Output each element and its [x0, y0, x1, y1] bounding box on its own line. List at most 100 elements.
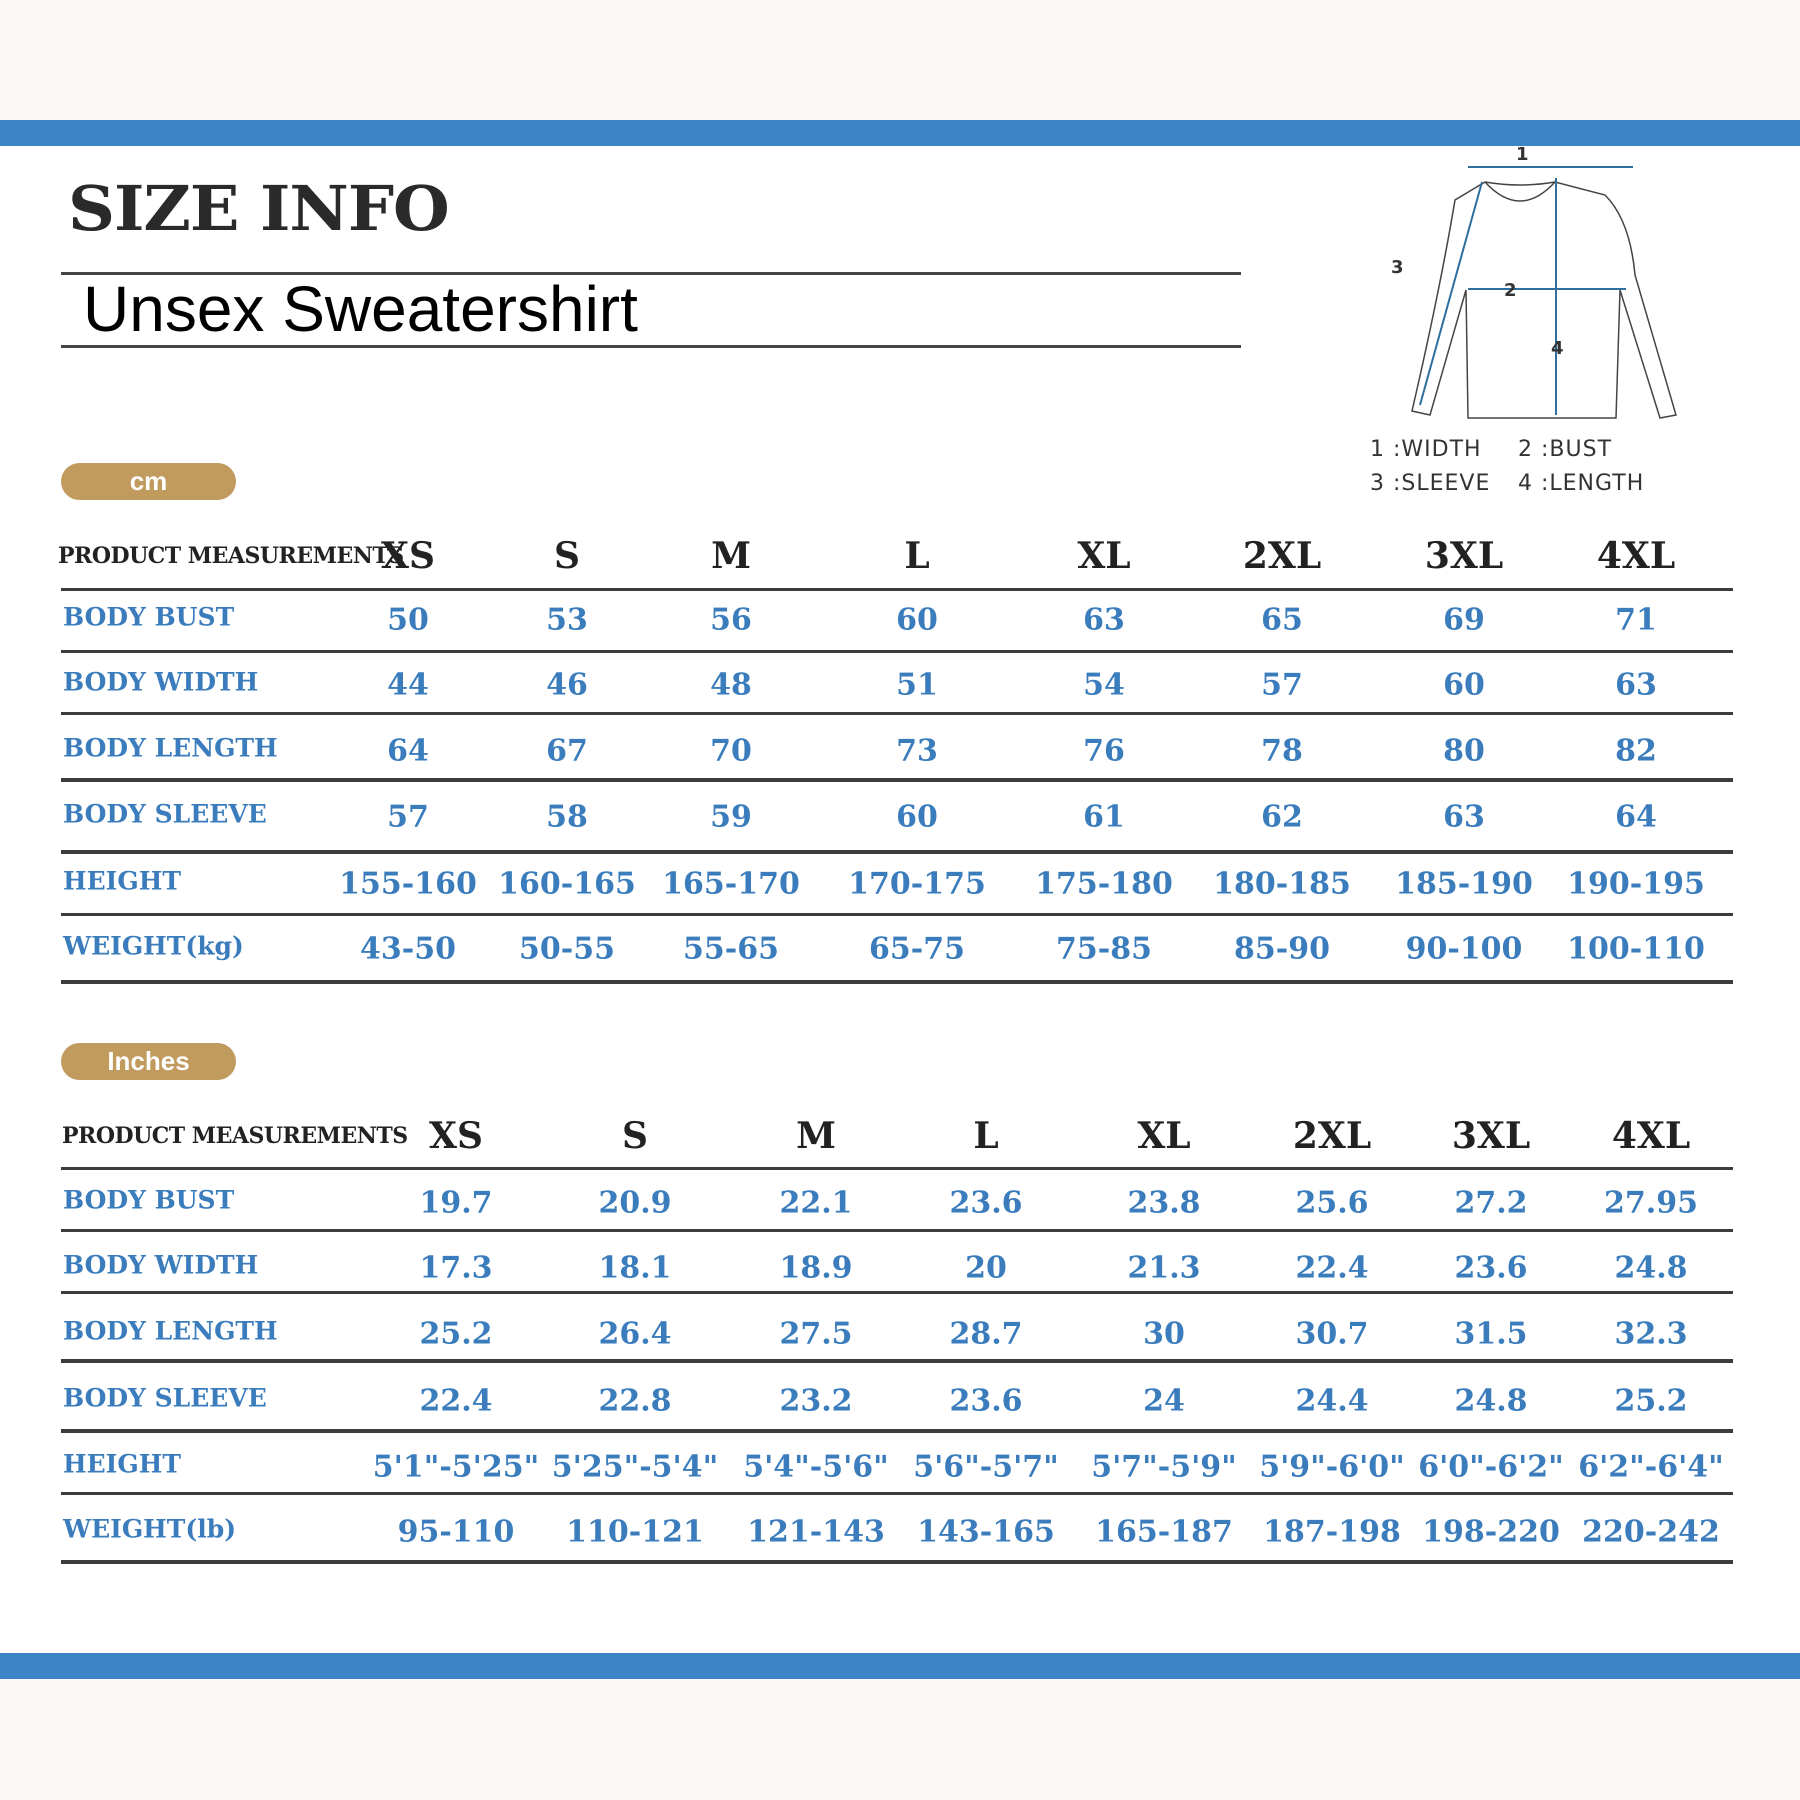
size-header-3xl: 3XL — [1424, 535, 1504, 577]
row-label: WEIGHT(lb) — [63, 1514, 237, 1544]
table-cell: 57 — [387, 799, 429, 835]
table-cell: 82 — [1615, 733, 1657, 769]
table-cell: 5'9"-6'0" — [1259, 1449, 1405, 1485]
size-header-l: L — [973, 1115, 999, 1157]
table-cell: 23.8 — [1127, 1185, 1201, 1221]
row-label: BODY BUST — [63, 1185, 235, 1215]
table-cell: 65 — [1261, 602, 1303, 638]
table-cell: 160-165 — [498, 866, 636, 902]
table-cell: 63 — [1615, 667, 1657, 703]
sweatshirt-diagram: 1 2 3 4 — [1391, 144, 1677, 419]
table-cell: 59 — [710, 799, 752, 835]
table-cell: 90-100 — [1405, 931, 1523, 967]
table-cell: 32.3 — [1614, 1316, 1688, 1352]
table-cell: 78 — [1261, 733, 1303, 769]
table-cell: 5'7"-5'9" — [1091, 1449, 1237, 1485]
size-header-2xl: 2XL — [1292, 1115, 1372, 1157]
table-cell: 165-170 — [662, 866, 800, 902]
diagram-number-1: 1 — [1516, 144, 1529, 165]
table-cell: 24.8 — [1454, 1383, 1528, 1419]
table-cell: 51 — [896, 667, 938, 703]
row-label: BODY LENGTH — [63, 1316, 278, 1346]
table-cell: 5'1"-5'25" — [372, 1449, 540, 1485]
row-divider — [61, 1291, 1733, 1294]
table-cell: 190-195 — [1567, 866, 1705, 902]
table-cell: 44 — [387, 667, 429, 703]
table-cell: 70 — [710, 733, 752, 769]
product-name: Unsex Sweatershirt — [83, 273, 638, 345]
table-cell: 22.4 — [419, 1383, 493, 1419]
title-divider-bottom — [61, 345, 1241, 348]
page-content — [0, 146, 1800, 1653]
table-cell: 60 — [1443, 667, 1485, 703]
legend-sleeve: 3 :SLEEVE — [1370, 471, 1491, 496]
table-cell: 58 — [546, 799, 588, 835]
row-label: HEIGHT — [63, 866, 181, 896]
table-cell: 62 — [1261, 799, 1303, 835]
size-header-4xl: 4XL — [1596, 535, 1676, 577]
size-header-s: S — [554, 535, 580, 577]
table-cell: 60 — [896, 602, 938, 638]
table-cell: 54 — [1083, 667, 1125, 703]
unit-badge-inches: Inches — [61, 1043, 236, 1080]
table-cell: 30.7 — [1295, 1316, 1369, 1352]
row-divider — [61, 650, 1733, 653]
row-divider — [61, 1560, 1733, 1564]
size-header-s: S — [622, 1115, 648, 1157]
size-header-l: L — [904, 535, 930, 577]
table-cell: 27.2 — [1454, 1185, 1528, 1221]
table-cell: 75-85 — [1056, 931, 1152, 967]
table-cell: 31.5 — [1454, 1316, 1528, 1352]
row-label: BODY WIDTH — [63, 1250, 259, 1280]
page-title: SIZE INFO — [68, 172, 450, 245]
row-divider — [61, 1359, 1733, 1363]
table-cell: 80 — [1443, 733, 1485, 769]
table-cell: 60 — [896, 799, 938, 835]
table-cell: 25.2 — [419, 1316, 493, 1352]
table-cell: 63 — [1443, 799, 1485, 835]
table-cell: 25.2 — [1614, 1383, 1688, 1419]
table-cell: 5'4"-5'6" — [743, 1449, 889, 1485]
table-cell: 57 — [1261, 667, 1303, 703]
row-divider — [61, 1229, 1733, 1232]
table-cell: 50-55 — [519, 931, 615, 967]
table-cell: 23.2 — [779, 1383, 853, 1419]
table-cell: 175-180 — [1035, 866, 1173, 902]
legend-length: 4 :LENGTH — [1518, 471, 1645, 496]
table-cell: 5'6"-5'7" — [913, 1449, 1059, 1485]
row-label: BODY SLEEVE — [63, 799, 267, 829]
table-cell: 28.7 — [949, 1316, 1023, 1352]
row-divider — [61, 1492, 1733, 1495]
row-divider — [61, 850, 1733, 854]
size-header-xl: XL — [1137, 1115, 1191, 1157]
table-cell: 21.3 — [1127, 1250, 1201, 1286]
table-cell: 46 — [546, 667, 588, 703]
table-cell: 198-220 — [1422, 1514, 1560, 1550]
table-cell: 43-50 — [360, 931, 456, 967]
table-cell: 143-165 — [917, 1514, 1055, 1550]
table-cell: 65-75 — [869, 931, 965, 967]
legend-width: 1 :WIDTH — [1370, 437, 1482, 462]
table-cell: 23.6 — [949, 1383, 1023, 1419]
column-header-product-measurements: PRODUCT MEASUREMENTS — [62, 1123, 408, 1149]
table-cell: 69 — [1443, 602, 1485, 638]
column-header-product-measurements: PRODUCT MEASUREMENTS — [58, 543, 404, 569]
row-label: BODY WIDTH — [63, 667, 259, 697]
table-cell: 187-198 — [1263, 1514, 1401, 1550]
table-cell: 17.3 — [419, 1250, 493, 1286]
table-cell: 22.4 — [1295, 1250, 1369, 1286]
size-header-2xl: 2XL — [1242, 535, 1322, 577]
table-cell: 24.8 — [1614, 1250, 1688, 1286]
table-cell: 20 — [965, 1250, 1007, 1286]
diagram-number-2: 2 — [1504, 280, 1517, 301]
table-cell: 53 — [546, 602, 588, 638]
diagram-number-3: 3 — [1391, 257, 1404, 278]
row-label: BODY BUST — [63, 602, 235, 632]
table-cell: 165-187 — [1095, 1514, 1233, 1550]
row-divider — [61, 778, 1733, 782]
table-cell: 5'25"-5'4" — [551, 1449, 719, 1485]
table-cell: 19.7 — [419, 1185, 493, 1221]
table-cell: 71 — [1615, 602, 1657, 638]
table-cell: 170-175 — [848, 866, 986, 902]
table-cell: 121-143 — [747, 1514, 885, 1550]
